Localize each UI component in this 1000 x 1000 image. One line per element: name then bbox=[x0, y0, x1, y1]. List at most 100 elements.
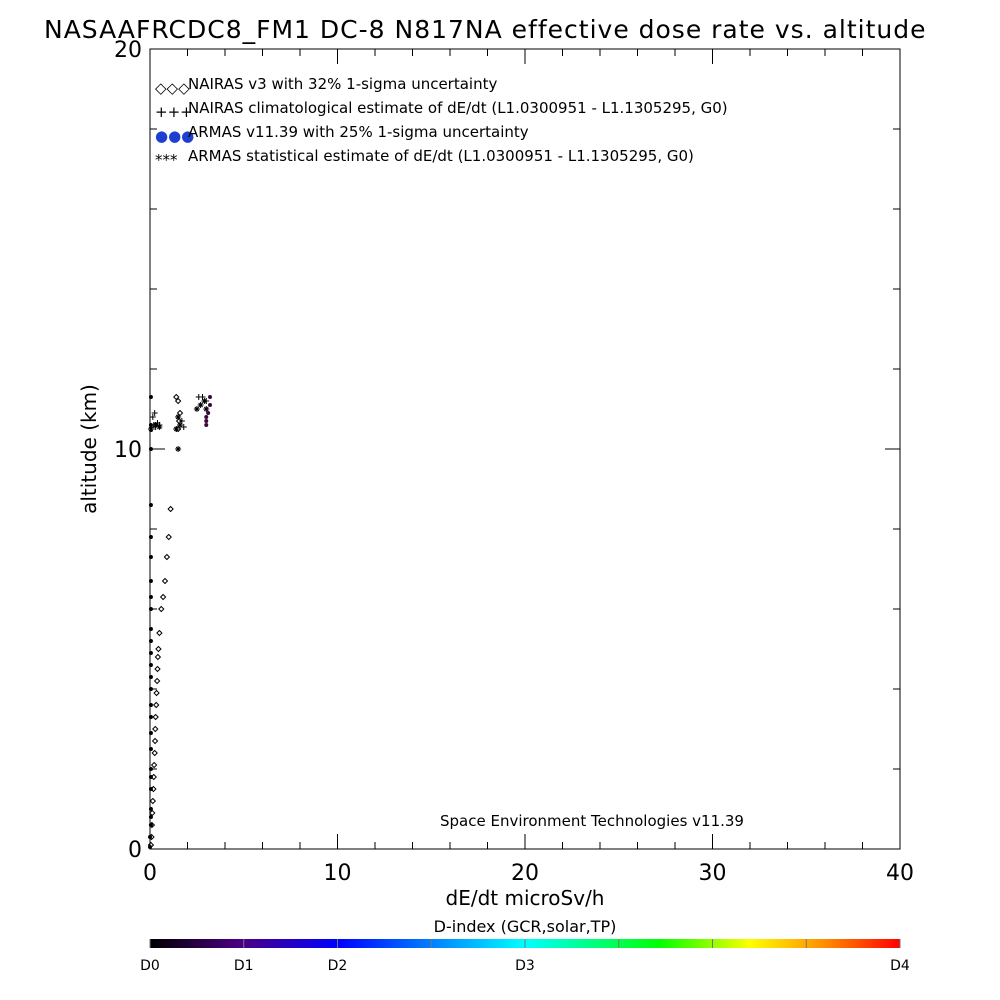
armas-stat-point bbox=[147, 426, 154, 432]
nairas-point bbox=[153, 689, 160, 697]
armas-point bbox=[148, 675, 153, 679]
armas-stat-point bbox=[177, 422, 183, 428]
armas-point bbox=[148, 731, 153, 735]
armas-point bbox=[148, 579, 153, 583]
armas-point bbox=[148, 807, 153, 811]
armas-point bbox=[148, 423, 153, 427]
x-tick-label: 0 bbox=[143, 861, 157, 886]
nairas-point bbox=[154, 665, 161, 673]
armas-point bbox=[148, 767, 153, 771]
armas-point bbox=[148, 687, 153, 691]
legend-label: NAIRAS v3 with 32% 1-sigma uncertainty bbox=[188, 75, 497, 93]
nairas-point bbox=[174, 397, 182, 405]
armas-point bbox=[208, 403, 212, 407]
armas-point bbox=[148, 535, 153, 539]
colorbar-title: D-index (GCR,solar,TP) bbox=[434, 917, 617, 936]
armas-point bbox=[148, 815, 153, 819]
nairas-point bbox=[167, 505, 174, 513]
armas-point bbox=[148, 715, 153, 719]
colorbar-ticks bbox=[149, 939, 901, 948]
armas-point bbox=[148, 503, 153, 507]
axis-tick-labels: 0 10 20 30 40 0 10 20 bbox=[114, 38, 914, 886]
armas-point bbox=[148, 651, 153, 655]
armas-point bbox=[148, 663, 153, 667]
armas-point bbox=[208, 395, 212, 399]
colorbar-label: D4 bbox=[890, 958, 910, 974]
armas-stat-point bbox=[203, 406, 210, 412]
nairas-point bbox=[152, 725, 159, 733]
y-tick-label: 0 bbox=[128, 838, 142, 863]
armas-point bbox=[148, 395, 153, 399]
chart-title: NASAAFRCDC8_FM1 DC-8 N817NA effective do… bbox=[44, 15, 927, 44]
armas-point bbox=[148, 447, 153, 451]
nairas-point bbox=[161, 577, 169, 585]
colorbar-label: D1 bbox=[234, 958, 254, 974]
legend-marker: *** bbox=[155, 151, 178, 169]
nairas-point bbox=[158, 605, 165, 613]
armas-point bbox=[148, 747, 153, 751]
nairas-clim-point bbox=[151, 410, 158, 416]
armas-stat-point bbox=[175, 414, 182, 420]
plot-frame bbox=[149, 48, 901, 850]
armas-point bbox=[148, 595, 153, 599]
data-points bbox=[147, 393, 212, 849]
legend-label: ARMAS v11.39 with 25% 1-sigma uncertaint… bbox=[188, 123, 529, 141]
legend-label: NAIRAS climatological estimate of dE/dt … bbox=[188, 99, 728, 117]
armas-point bbox=[204, 419, 209, 423]
legend-marker: ●●● bbox=[155, 127, 194, 145]
nairas-point bbox=[150, 761, 158, 769]
armas-point bbox=[148, 639, 153, 643]
legend: ◇◇◇NAIRAS v3 with 32% 1-sigma uncertaint… bbox=[155, 75, 728, 169]
armas-point bbox=[148, 835, 152, 839]
armas-stat-point bbox=[156, 424, 163, 430]
armas-stat-point bbox=[152, 422, 159, 428]
armas-point bbox=[204, 423, 209, 427]
armas-point bbox=[148, 787, 153, 791]
armas-point bbox=[148, 775, 153, 779]
armas-stat-point bbox=[197, 402, 204, 408]
nairas-point bbox=[154, 653, 162, 661]
nairas-point bbox=[153, 677, 161, 685]
colorbar-label: D0 bbox=[140, 958, 160, 974]
armas-stat-point bbox=[201, 398, 208, 404]
armas-point bbox=[148, 703, 153, 707]
armas-point bbox=[148, 607, 153, 611]
armas-stat-point bbox=[193, 406, 200, 412]
armas-stat-point bbox=[175, 446, 182, 452]
axis-ticks bbox=[149, 48, 901, 850]
x-tick-label: 30 bbox=[699, 861, 727, 886]
legend-marker: ◇◇◇ bbox=[155, 79, 190, 97]
legend-label: ARMAS statistical estimate of dE/dt (L1.… bbox=[188, 147, 694, 165]
colorbar-labels: D0 D1 D2 D3 D4 bbox=[140, 958, 910, 974]
nairas-point bbox=[173, 393, 180, 401]
nairas-point bbox=[149, 797, 157, 805]
nairas-point bbox=[155, 645, 162, 653]
colorbar-label: D2 bbox=[328, 958, 348, 974]
y-axis-label: altitude (km) bbox=[77, 384, 101, 514]
x-axis-label: dE/dt microSv/h bbox=[446, 886, 605, 910]
armas-point bbox=[148, 555, 153, 559]
x-tick-label: 40 bbox=[886, 861, 914, 886]
armas-stat-point bbox=[173, 426, 180, 432]
nairas-point bbox=[159, 593, 167, 601]
x-tick-label: 10 bbox=[324, 861, 352, 886]
nairas-point bbox=[152, 701, 160, 709]
legend-marker: +++ bbox=[155, 103, 193, 121]
colorbar-label: D3 bbox=[515, 958, 535, 974]
y-tick-label: 10 bbox=[114, 438, 142, 463]
armas-point bbox=[206, 411, 211, 415]
armas-point bbox=[148, 823, 153, 827]
nairas-point bbox=[156, 629, 163, 637]
nairas-point bbox=[151, 749, 158, 757]
nairas-point bbox=[163, 553, 171, 561]
nairas-point bbox=[151, 737, 159, 745]
nairas-point bbox=[165, 533, 172, 541]
nairas-point bbox=[152, 713, 159, 721]
credit-text: Space Environment Technologies v11.39 bbox=[440, 812, 744, 830]
armas-point bbox=[204, 415, 209, 419]
x-tick-label: 20 bbox=[511, 861, 539, 886]
y-tick-label: 20 bbox=[114, 38, 142, 63]
armas-point bbox=[148, 845, 152, 849]
armas-point bbox=[148, 627, 153, 631]
